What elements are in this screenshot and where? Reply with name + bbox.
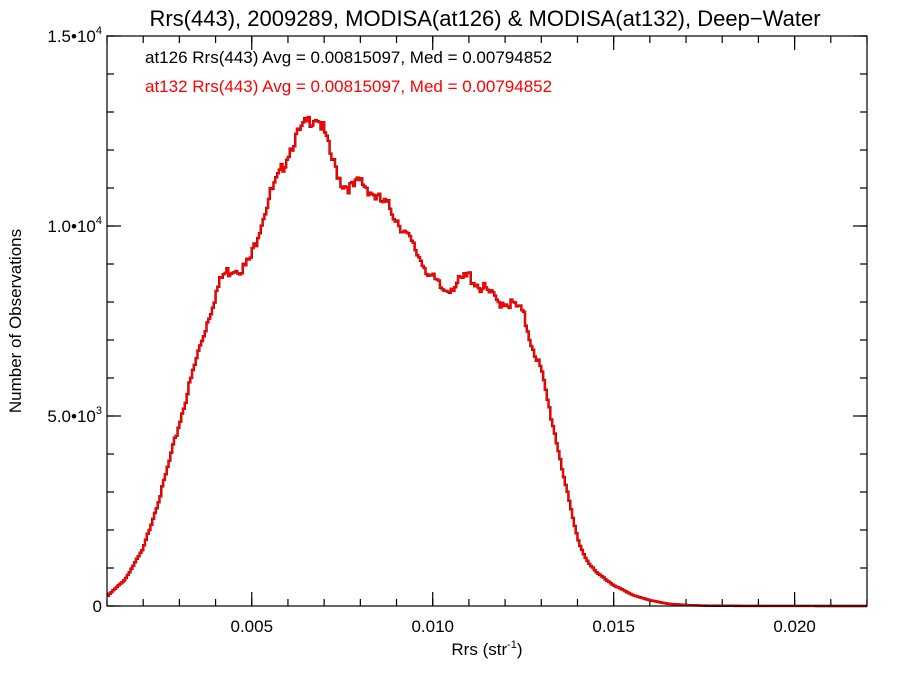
series-at132-line	[107, 116, 867, 607]
series-at126-line	[107, 115, 867, 608]
x-tick-labels: 0.005 0.010 0.015 0.020	[230, 617, 815, 636]
x-axis-label-sup: -1	[507, 639, 517, 651]
x-tick-label: 0.010	[411, 617, 454, 636]
annotation-at126: at126 Rrs(443) Avg = 0.00815097, Med = 0…	[145, 48, 552, 67]
y-tick-label: 0	[93, 597, 102, 616]
x-axis-label-tail: )	[517, 640, 523, 659]
plot-frame	[106, 35, 868, 607]
y-tick-label: 5.0•103	[47, 405, 102, 426]
x-tick-label: 0.020	[773, 617, 816, 636]
y-axis-label: Number of Observations	[6, 229, 25, 413]
chart-title: Rrs(443), 2009289, MODISA(at126) & MODIS…	[149, 6, 820, 31]
annotation-at132: at132 Rrs(443) Avg = 0.00815097, Med = 0…	[145, 77, 552, 96]
series-layer	[107, 115, 867, 608]
x-axis-label: Rrs (str-1)	[451, 639, 522, 659]
y-tick-labels: 0 5.0•103 1.0•104 1.5•104	[47, 25, 102, 616]
y-tick-label: 1.5•104	[47, 25, 102, 46]
x-tick-label: 0.015	[592, 617, 635, 636]
x-axis-label-text: Rrs (str	[451, 640, 507, 659]
y-tick-label: 1.0•104	[47, 215, 102, 236]
x-tick-label: 0.005	[230, 617, 273, 636]
axis-ticks	[106, 35, 868, 607]
